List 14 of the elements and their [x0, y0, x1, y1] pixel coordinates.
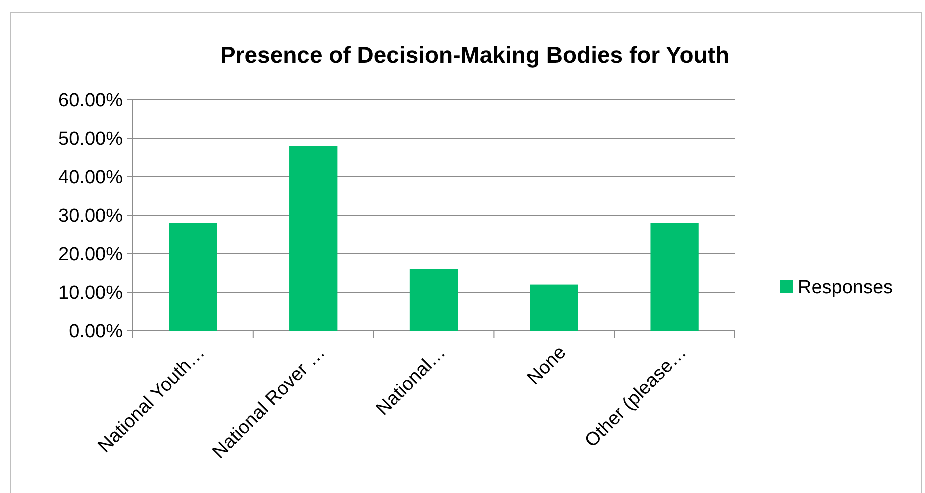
y-tick-label: 50.00%	[58, 129, 124, 150]
bar	[530, 284, 578, 331]
chart-title: Presence of Decision-Making Bodies for Youth	[220, 42, 730, 68]
y-tick-label: 30.00%	[58, 206, 124, 228]
y-tick-label: 40.00%	[58, 168, 124, 189]
y-tick-label: 20.00%	[58, 244, 124, 266]
bar	[650, 223, 699, 331]
bar	[290, 146, 338, 331]
bar	[169, 223, 218, 331]
y-tick-label: 10.00%	[58, 283, 124, 304]
y-tick-label: 60.00%	[58, 90, 124, 112]
y-tick-label: 0.00%	[69, 322, 124, 343]
bar	[410, 269, 458, 331]
legend-label: Responses	[798, 278, 894, 299]
